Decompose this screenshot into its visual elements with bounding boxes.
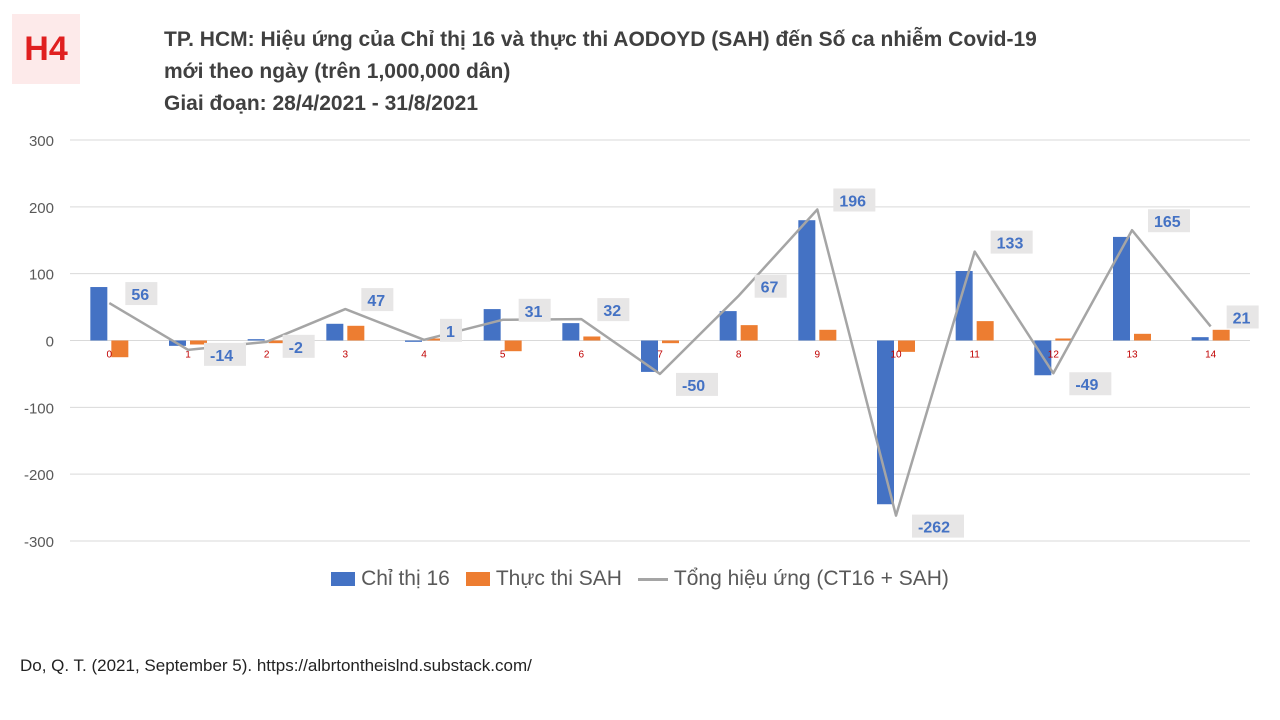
legend-swatch-sah: [465, 572, 490, 586]
bar-sah: [898, 340, 915, 352]
x-category-label: 7: [657, 350, 663, 361]
data-label-bg: [754, 274, 787, 298]
legend-item-total: Tổng hiệu ứng (CT16 + SAH): [637, 567, 949, 591]
data-label-bg: [361, 288, 394, 312]
chart-legend: Chỉ thị 16 Thực thi SAH Tổng hiệu ứng (C…: [0, 562, 1280, 596]
data-label-bg: [440, 318, 462, 342]
bar-ct16: [90, 287, 108, 341]
bar-ct16: [562, 323, 580, 341]
title-line-2: mới theo ngày (trên 1,000,000 dân): [164, 60, 511, 83]
bar-sah: [111, 340, 129, 358]
x-category-label: 3: [343, 350, 349, 361]
bar-ct16: [1113, 236, 1130, 341]
bar-ct16: [877, 340, 894, 505]
legend-label-sah: Thực thi SAH: [495, 567, 622, 590]
data-label: 165: [1154, 214, 1181, 231]
data-label-bg: [282, 334, 315, 358]
x-category-label: 10: [890, 350, 902, 361]
data-label-bg: [125, 282, 158, 306]
bar-sah: [1055, 338, 1073, 341]
data-label-bg: [518, 298, 551, 322]
legend-swatch-total: [637, 577, 668, 581]
x-category-label: 13: [1126, 350, 1138, 361]
data-label: 133: [997, 236, 1024, 253]
x-category-label: 1: [185, 350, 191, 361]
bar-ct16: [247, 339, 265, 341]
x-category-label: 11: [969, 350, 980, 361]
bar-sah: [1212, 329, 1230, 341]
data-label: -50: [682, 378, 705, 395]
bar-sah: [190, 340, 207, 345]
data-label-bg: [676, 372, 718, 396]
data-label-bg: [1226, 305, 1259, 329]
legend-item-sah: Thực thi SAH: [465, 567, 622, 591]
x-category-label: 14: [1205, 350, 1217, 361]
x-category-label: 5: [500, 350, 506, 361]
data-label: -262: [918, 520, 950, 537]
bar-ct16: [405, 340, 422, 342]
bar-sah: [662, 340, 679, 344]
x-category-label: 6: [579, 350, 585, 361]
data-label: 47: [367, 293, 385, 310]
data-label: 32: [603, 303, 621, 320]
data-label: -2: [289, 340, 303, 357]
data-label-bg: [204, 342, 246, 366]
x-category-label: 0: [107, 350, 113, 361]
x-category-label: 9: [815, 350, 821, 361]
y-tick-label: 200: [29, 200, 54, 217]
data-label: -14: [210, 348, 233, 365]
bar-sah: [426, 338, 443, 341]
y-tick-label: 0: [46, 334, 54, 351]
title-line-1: TP. HCM: Hiệu ứng của Chỉ thị 16 và thực…: [164, 28, 1037, 51]
bar-sah: [1134, 333, 1151, 341]
bar-ct16: [798, 220, 816, 341]
data-label: 21: [1233, 310, 1251, 327]
x-category-label: 12: [1048, 350, 1060, 361]
data-label: 1: [446, 324, 455, 341]
chart-title: TP. HCM: Hiệu ứng của Chỉ thị 16 và thực…: [164, 24, 1224, 120]
bar-ct16: [1191, 337, 1209, 341]
x-category-label: 8: [736, 350, 742, 361]
data-label-bg: [597, 298, 630, 322]
x-category-label: 2: [264, 350, 270, 361]
y-tick-label: 300: [29, 133, 54, 150]
title-line-3: Giai đoạn: 28/4/2021 - 31/8/2021: [164, 92, 479, 115]
y-tick-label: 100: [29, 267, 54, 284]
data-label: 56: [131, 287, 149, 304]
x-category-label: 4: [421, 350, 427, 361]
bar-sah: [583, 336, 601, 341]
data-label: 196: [839, 194, 866, 211]
bar-sah: [268, 340, 286, 344]
bar-ct16: [955, 270, 973, 341]
data-label-bg: [1148, 209, 1190, 233]
data-label-bg: [912, 514, 964, 538]
data-label-bg: [1069, 372, 1112, 396]
data-label-bg: [990, 230, 1033, 254]
bar-sah: [347, 325, 365, 341]
legend-swatch-ct16: [331, 572, 356, 586]
bar-sah: [740, 325, 758, 341]
data-label: 31: [525, 304, 543, 321]
data-label-bg: [833, 188, 876, 212]
bar-sah: [819, 329, 837, 341]
y-tick-label: -200: [24, 467, 54, 484]
bar-sah: [976, 321, 994, 341]
y-tick-label: -100: [24, 400, 54, 417]
legend-label-total: Tổng hiệu ứng (CT16 + SAH): [673, 567, 949, 590]
chart-badge: H4: [12, 14, 80, 84]
bar-ct16: [719, 311, 737, 341]
legend-label-ct16: Chỉ thị 16: [361, 567, 450, 590]
legend-item-ct16: Chỉ thị 16: [331, 567, 450, 591]
source-citation: Do, Q. T. (2021, September 5). https://a…: [20, 656, 532, 675]
y-tick-label: -300: [24, 534, 54, 551]
line-total: [108, 208, 1212, 517]
bar-ct16: [483, 309, 501, 341]
data-label: -49: [1075, 377, 1098, 394]
bar-sah: [504, 340, 522, 352]
data-label: 67: [761, 280, 779, 297]
bar-ct16: [326, 323, 344, 341]
